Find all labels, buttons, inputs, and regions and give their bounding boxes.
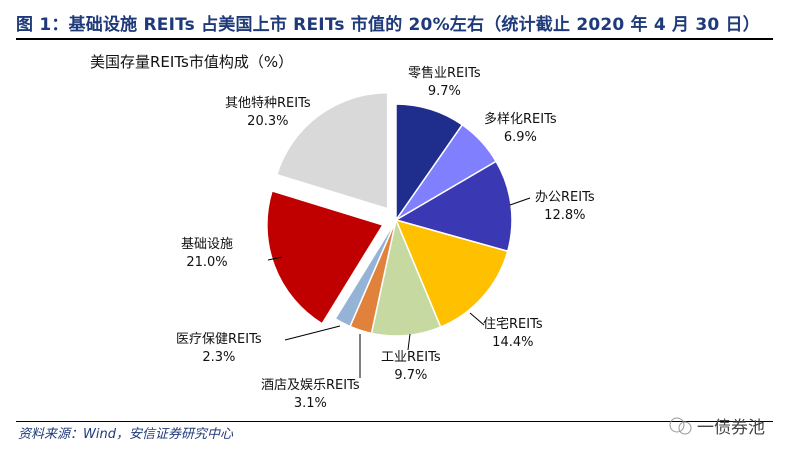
top-divider: [16, 38, 773, 40]
slice-label-6: 医疗保健REITs 2.3%: [176, 332, 262, 365]
slice-label-4: 工业REITs 9.7%: [381, 350, 441, 383]
leader-line-5: [267, 256, 283, 261]
watermark-text: 一债券池: [697, 418, 765, 438]
pie-slice-3: [394, 218, 509, 329]
chart-title: 美国存量REITs市值构成（%）: [90, 53, 294, 71]
figure-title: 图 1：基础设施 REITs 占美国上市 REITs 市值的 20%左右（统计截…: [16, 15, 760, 35]
slice-label-3: 住宅REITs 14.4%: [483, 317, 543, 350]
slice-label-0: 零售业REITs 9.7%: [408, 66, 481, 99]
slice-label-2: 办公REITs 12.8%: [535, 190, 595, 223]
pie-slice-6: [334, 219, 397, 328]
slice-label-8: 其他特种REITs 20.3%: [225, 96, 311, 129]
watermark: 一债券池: [668, 413, 765, 438]
leader-line-2: [407, 333, 411, 351]
leader-line-1: [469, 312, 485, 326]
wechat-icon: [669, 417, 692, 434]
bottom-divider: [16, 421, 773, 422]
slice-label-5: 酒店及娱乐REITs 3.1%: [261, 378, 360, 411]
source-note: 资料来源：Wind，安信证券研究中心: [18, 427, 233, 442]
leader-line-0: [509, 197, 531, 206]
pie-slice-7: [266, 189, 385, 325]
pie-slice-8: [275, 91, 389, 210]
leader-line-4: [284, 325, 341, 341]
slice-label-1: 多样化REITs 6.9%: [484, 112, 557, 145]
slice-label-7: 基础设施 21.0%: [181, 237, 234, 270]
